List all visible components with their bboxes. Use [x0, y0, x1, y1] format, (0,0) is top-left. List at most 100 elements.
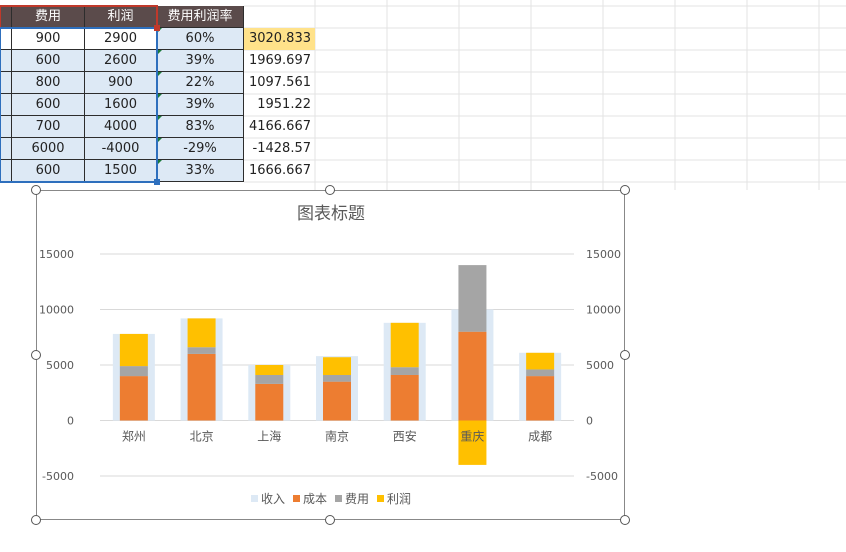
bar-profit[interactable] [526, 352, 555, 370]
y2-tick-label: -5000 [586, 470, 618, 483]
table-cell-partial[interactable] [0, 138, 12, 160]
bar-fee[interactable] [119, 366, 148, 377]
resize-handle[interactable] [31, 185, 41, 195]
table-cell-rate[interactable]: 22% [157, 72, 244, 94]
resize-handle[interactable] [620, 185, 630, 195]
x-tick-label: 郑州 [122, 429, 146, 444]
legend[interactable]: 收入 成本 费用 利润 [251, 492, 411, 506]
legend-label[interactable]: 成本 [303, 492, 327, 506]
rate-value: 83% [185, 119, 215, 134]
bar-fee[interactable] [187, 347, 216, 354]
table-cell-partial[interactable] [0, 160, 12, 182]
error-indicator-icon [157, 116, 162, 121]
table-cell-rate[interactable]: 39% [157, 94, 244, 116]
table-cell-extra[interactable]: 1969.697 [248, 53, 311, 68]
resize-handle[interactable] [325, 515, 335, 525]
bar-cost[interactable] [458, 331, 487, 421]
error-indicator-icon [157, 72, 162, 77]
table-cell-profit[interactable]: 1600 [85, 94, 157, 116]
table-cell-profit[interactable]: -4000 [85, 138, 157, 160]
legend-label[interactable]: 费用 [345, 492, 369, 506]
bar-cost[interactable] [119, 376, 148, 421]
legend-label[interactable]: 收入 [261, 492, 285, 506]
table-cell-partial[interactable] [0, 50, 12, 72]
table-cell-fee[interactable]: 900 [12, 28, 85, 50]
table-cell-partial[interactable] [0, 28, 12, 50]
y-tick-label: 5000 [46, 359, 74, 372]
table-cell-profit[interactable]: 2900 [85, 28, 157, 50]
resize-handle[interactable] [325, 185, 335, 195]
header-cell-fee-profit-rate[interactable]: 费用利润率 [157, 6, 244, 28]
error-indicator-icon [157, 138, 162, 143]
table-cell-rate[interactable]: -29% [157, 138, 244, 160]
rate-value: 22% [185, 75, 215, 90]
sheet-gridlines [244, 0, 846, 190]
bar-fee[interactable] [255, 374, 284, 384]
resize-handle[interactable] [620, 350, 630, 360]
table-cell-rate[interactable]: 33% [157, 160, 244, 182]
chart-area[interactable]: 图表标题 15000 10000 5000 0 -5000 15000 10000 5000… [36, 190, 625, 520]
y-axis-secondary[interactable]: 15000 10000 5000 0 -5000 [586, 248, 621, 483]
legend-swatch [293, 495, 300, 502]
table-cell-partial[interactable] [0, 94, 12, 116]
bar-cost[interactable] [390, 374, 419, 421]
plot-area[interactable] [112, 265, 562, 465]
x-axis[interactable]: 郑州 北京 上海 南京 西安 重庆 成都 [122, 429, 552, 444]
legend-label[interactable]: 利润 [387, 492, 411, 506]
bar-cost[interactable] [187, 353, 216, 421]
table-cell-extra[interactable]: 1666.667 [248, 163, 311, 178]
y-tick-label: 0 [67, 415, 74, 428]
resize-handle[interactable] [31, 350, 41, 360]
bar-cost[interactable] [323, 381, 351, 421]
x-tick-label: 上海 [257, 429, 281, 444]
y-axis-primary[interactable]: 15000 10000 5000 0 -5000 [39, 248, 74, 483]
rate-value: 39% [185, 53, 215, 68]
table-cell-partial[interactable] [0, 72, 12, 94]
bar-profit[interactable] [458, 420, 487, 465]
table-cell-fee[interactable]: 6000 [12, 138, 85, 160]
table-cell-extra[interactable]: 1951.22 [257, 97, 311, 112]
resize-handle[interactable] [620, 515, 630, 525]
bar-profit[interactable] [255, 365, 284, 375]
bar-profit[interactable] [119, 333, 148, 367]
header-cell-profit[interactable]: 利润 [85, 6, 157, 28]
bar-cost[interactable] [526, 376, 555, 421]
table-cell-profit[interactable]: 1500 [85, 160, 157, 182]
table-cell-extra[interactable]: 3020.833 [244, 28, 315, 50]
table-cell-fee[interactable]: 600 [12, 50, 85, 72]
x-tick-label: 西安 [393, 429, 417, 444]
error-indicator-icon [157, 28, 162, 33]
x-tick-label: 北京 [190, 430, 214, 444]
bar-cost[interactable] [255, 383, 284, 421]
table-cell-rate[interactable]: 39% [157, 50, 244, 72]
table-cell-extra[interactable]: -1428.57 [252, 141, 311, 156]
bar-fee[interactable] [458, 265, 487, 332]
bar-fee[interactable] [390, 367, 419, 375]
table-cell-fee[interactable]: 700 [12, 116, 85, 138]
y-tick-label: 10000 [39, 304, 74, 317]
table-cell-partial[interactable] [0, 116, 12, 138]
header-cell-fee[interactable]: 费用 [12, 6, 85, 28]
x-tick-label: 成都 [528, 430, 552, 444]
table-cell-profit[interactable]: 900 [85, 72, 157, 94]
table-cell-extra[interactable]: 1097.561 [248, 75, 311, 90]
bar-profit[interactable] [390, 322, 419, 368]
bar-profit[interactable] [187, 318, 216, 348]
bar-fee[interactable] [526, 369, 555, 377]
table-cell-profit[interactable]: 4000 [85, 116, 157, 138]
legend-swatch [335, 495, 342, 502]
chart-svg: 图表标题 15000 10000 5000 0 -5000 15000 10000 5000… [39, 204, 621, 506]
resize-handle[interactable] [31, 515, 41, 525]
y-tick-label: 15000 [39, 248, 74, 261]
table-cell-fee[interactable]: 600 [12, 94, 85, 116]
chart-title[interactable]: 图表标题 [297, 204, 365, 224]
bar-profit[interactable] [323, 357, 351, 375]
table-cell-rate[interactable]: 83% [157, 116, 244, 138]
table-cell-fee[interactable]: 600 [12, 160, 85, 182]
bar-fee[interactable] [323, 374, 351, 382]
table-cell-extra[interactable]: 4166.667 [248, 119, 311, 134]
table-cell-rate[interactable]: 60% [157, 28, 244, 50]
table-cell-fee[interactable]: 800 [12, 72, 85, 94]
table-cell-profit[interactable]: 2600 [85, 50, 157, 72]
header-cell-partial[interactable] [0, 6, 12, 28]
